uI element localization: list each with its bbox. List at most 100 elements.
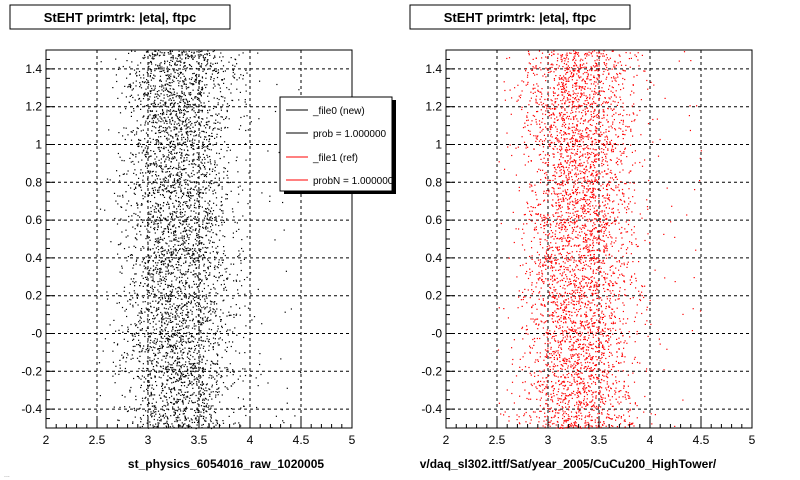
left-point <box>179 269 181 271</box>
left-point <box>175 69 177 71</box>
left-point <box>117 152 119 155</box>
left-point <box>185 202 187 205</box>
left-point <box>205 121 207 124</box>
left-point <box>183 194 185 196</box>
left-point <box>194 345 196 347</box>
left-point <box>163 148 165 150</box>
left-point <box>210 414 212 416</box>
right-point <box>598 258 600 260</box>
left-point <box>161 382 163 384</box>
right-point <box>623 109 625 111</box>
left-point <box>208 388 210 390</box>
left-point <box>227 181 229 184</box>
right-point <box>637 245 639 247</box>
left-point <box>199 132 201 134</box>
left-point <box>182 413 184 415</box>
left-point <box>156 203 158 205</box>
left-point <box>194 229 196 232</box>
right-point <box>559 355 561 357</box>
left-point <box>190 354 192 356</box>
left-point <box>197 409 199 412</box>
left-point <box>165 158 167 160</box>
left-point <box>167 284 169 286</box>
right-point <box>560 129 562 132</box>
left-point <box>172 349 174 351</box>
right-point <box>571 176 573 178</box>
left-point <box>194 186 196 188</box>
left-point <box>161 52 163 54</box>
left-point <box>139 323 141 325</box>
left-point <box>195 81 197 84</box>
left-point <box>184 211 186 213</box>
left-point <box>173 234 175 236</box>
left-point <box>202 322 205 324</box>
left-point <box>142 296 144 299</box>
left-point <box>156 182 158 184</box>
left-point <box>155 323 157 325</box>
right-point <box>546 190 548 192</box>
left-point <box>169 127 171 129</box>
left-point <box>161 171 163 173</box>
left-point <box>148 62 150 64</box>
left-point <box>195 260 197 262</box>
left-point <box>168 84 170 87</box>
left-point <box>153 318 155 320</box>
left-point <box>181 325 183 327</box>
left-point <box>160 226 162 228</box>
left-point <box>125 209 127 211</box>
left-point <box>178 122 180 124</box>
left-point <box>151 312 153 314</box>
left-point <box>194 216 196 218</box>
left-point <box>168 159 170 161</box>
left-point <box>182 320 184 322</box>
left-point <box>193 51 195 53</box>
left-point <box>150 392 152 395</box>
left-point <box>164 166 166 168</box>
left-point <box>214 85 216 87</box>
left-point <box>146 268 148 270</box>
left-point <box>155 423 157 425</box>
left-point <box>183 409 186 411</box>
left-point <box>173 91 175 93</box>
left-point <box>129 73 131 75</box>
left-point <box>158 249 160 251</box>
left-point <box>159 271 161 273</box>
left-point <box>200 384 202 386</box>
right-point <box>569 314 571 316</box>
left-point <box>180 110 182 112</box>
left-point <box>187 277 189 279</box>
left-point <box>142 301 144 303</box>
left-point <box>176 305 178 307</box>
left-point <box>234 73 236 75</box>
right-point <box>518 290 520 292</box>
left-point <box>171 191 173 193</box>
left-point <box>185 58 187 60</box>
right-point <box>554 98 556 100</box>
left-point <box>160 220 162 222</box>
left-point <box>185 221 187 223</box>
right-point <box>552 312 554 314</box>
left-point <box>222 420 224 422</box>
left-point <box>213 411 215 413</box>
right-point <box>555 325 557 327</box>
left-point <box>212 422 214 424</box>
left-point <box>202 164 204 167</box>
left-point <box>102 350 104 352</box>
left-point <box>209 395 211 397</box>
left-point <box>169 300 171 302</box>
left-point <box>160 247 162 249</box>
left-point <box>159 85 161 88</box>
left-point <box>154 87 156 89</box>
right-point <box>577 92 579 94</box>
left-point <box>182 215 184 217</box>
left-point <box>201 388 203 390</box>
left-point <box>159 79 161 81</box>
left-point <box>187 316 190 318</box>
left-point <box>204 53 206 55</box>
left-point <box>126 173 128 175</box>
left-point <box>175 267 178 269</box>
left-point <box>160 268 162 271</box>
left-point <box>144 351 146 353</box>
left-point <box>145 156 147 158</box>
left-point <box>180 223 182 225</box>
